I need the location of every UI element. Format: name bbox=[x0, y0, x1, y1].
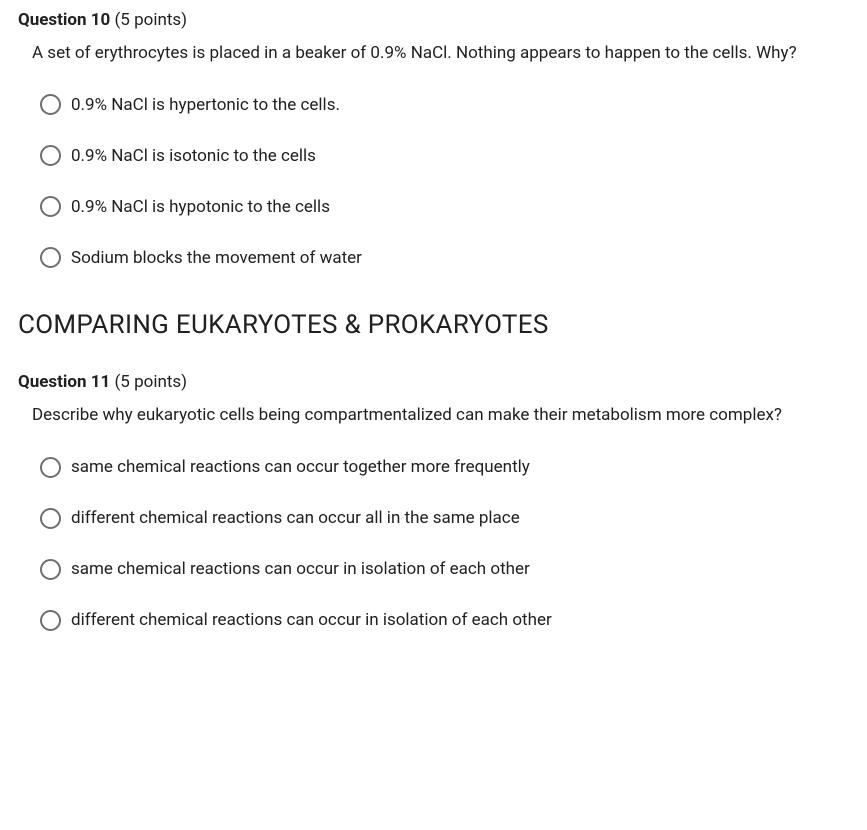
option-label: 0.9% NaCl is hypotonic to the cells bbox=[71, 197, 330, 217]
question-11-prompt: Describe why eukaryotic cells being comp… bbox=[32, 402, 837, 428]
question-10-options: 0.9% NaCl is hypertonic to the cells. 0.… bbox=[40, 94, 837, 268]
option-label: same chemical reactions can occur in iso… bbox=[71, 559, 530, 579]
option-label: 0.9% NaCl is hypertonic to the cells. bbox=[71, 95, 340, 115]
question-11-options: same chemical reactions can occur togeth… bbox=[40, 457, 837, 631]
section-heading: COMPARING EUKARYOTES & PROKARYOTES bbox=[18, 310, 837, 340]
radio-icon[interactable] bbox=[40, 145, 61, 166]
question-10-points: (5 points) bbox=[114, 10, 187, 30]
radio-icon[interactable] bbox=[40, 247, 61, 268]
option-label: 0.9% NaCl is isotonic to the cells bbox=[71, 146, 316, 166]
question-11-option-2[interactable]: same chemical reactions can occur in iso… bbox=[40, 559, 837, 580]
question-10-block: Question 10 (5 points) A set of erythroc… bbox=[18, 10, 837, 268]
option-label: different chemical reactions can occur i… bbox=[71, 610, 552, 630]
question-11-points: (5 points) bbox=[114, 372, 187, 392]
option-label: same chemical reactions can occur togeth… bbox=[71, 457, 530, 477]
question-10-option-2[interactable]: 0.9% NaCl is hypotonic to the cells bbox=[40, 196, 837, 217]
radio-icon[interactable] bbox=[40, 457, 61, 478]
question-10-prompt: A set of erythrocytes is placed in a bea… bbox=[32, 40, 837, 66]
radio-icon[interactable] bbox=[40, 94, 61, 115]
question-10-option-1[interactable]: 0.9% NaCl is isotonic to the cells bbox=[40, 145, 837, 166]
question-11-header: Question 11 (5 points) bbox=[18, 372, 837, 392]
quiz-page: Question 10 (5 points) A set of erythroc… bbox=[0, 0, 867, 681]
radio-icon[interactable] bbox=[40, 559, 61, 580]
question-11-option-3[interactable]: different chemical reactions can occur i… bbox=[40, 610, 837, 631]
question-11-label: Question 11 bbox=[18, 372, 110, 392]
question-10-option-0[interactable]: 0.9% NaCl is hypertonic to the cells. bbox=[40, 94, 837, 115]
question-11-option-0[interactable]: same chemical reactions can occur togeth… bbox=[40, 457, 837, 478]
radio-icon[interactable] bbox=[40, 610, 61, 631]
question-11-block: Question 11 (5 points) Describe why euka… bbox=[18, 372, 837, 630]
question-10-option-3[interactable]: Sodium blocks the movement of water bbox=[40, 247, 837, 268]
question-10-header: Question 10 (5 points) bbox=[18, 10, 837, 30]
question-11-option-1[interactable]: different chemical reactions can occur a… bbox=[40, 508, 837, 529]
radio-icon[interactable] bbox=[40, 508, 61, 529]
radio-icon[interactable] bbox=[40, 196, 61, 217]
question-10-label: Question 10 bbox=[18, 10, 110, 30]
option-label: different chemical reactions can occur a… bbox=[71, 508, 520, 528]
option-label: Sodium blocks the movement of water bbox=[71, 248, 362, 268]
